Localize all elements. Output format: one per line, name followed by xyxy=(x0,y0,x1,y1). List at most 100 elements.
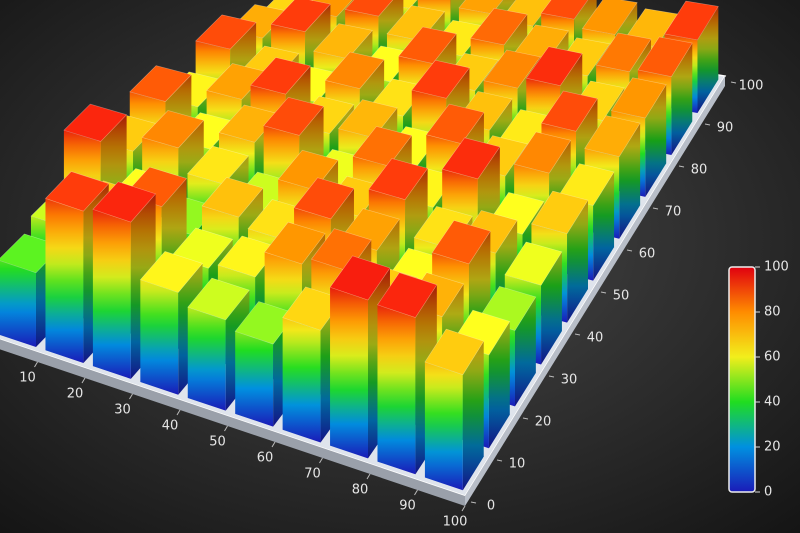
bar-top xyxy=(398,26,457,64)
bar-front xyxy=(377,304,416,475)
y-tick-label: 100 xyxy=(739,79,764,94)
colorbar-tick-label: 100 xyxy=(764,260,789,275)
bar-top xyxy=(540,0,589,20)
x-tick-label: 50 xyxy=(209,435,226,450)
bar-front xyxy=(0,260,36,348)
x-tick xyxy=(414,489,418,496)
colorbar-tick-label: 60 xyxy=(764,350,781,365)
x-tick xyxy=(224,425,228,432)
y-tick xyxy=(548,375,555,378)
bar-top xyxy=(470,7,528,46)
bar-top xyxy=(352,126,413,167)
colorbar-tick-label: 20 xyxy=(764,440,781,455)
x-tick xyxy=(81,377,86,384)
bar-top xyxy=(424,328,485,376)
bar-front xyxy=(140,279,179,395)
x-tick-label: 40 xyxy=(162,419,179,434)
bar-top xyxy=(368,158,429,201)
y-tick-label: 40 xyxy=(587,331,604,346)
bar-top xyxy=(92,181,157,223)
x-tick xyxy=(176,409,181,416)
x-tick-label: 70 xyxy=(304,467,321,482)
x-tick xyxy=(271,441,276,448)
bar-top xyxy=(425,103,485,145)
floor-edge xyxy=(465,76,725,506)
x-tick xyxy=(319,457,323,464)
x-tick xyxy=(366,473,371,480)
bar-top xyxy=(324,51,385,89)
bar-side xyxy=(619,123,641,239)
bar-top xyxy=(458,0,504,15)
x-tick-label: 100 xyxy=(443,515,468,530)
y-tick-label: 30 xyxy=(561,373,578,388)
bar-top xyxy=(595,32,652,73)
bar-top xyxy=(195,14,257,50)
bar-front xyxy=(45,198,84,363)
bar-front xyxy=(92,209,131,379)
y-tick-label: 90 xyxy=(717,121,734,136)
bar-front xyxy=(282,317,321,443)
bar-top xyxy=(187,277,250,321)
y-tick xyxy=(730,81,737,84)
bar-top xyxy=(329,255,391,301)
colorbar-tick-label: 0 xyxy=(764,485,772,500)
y-tick xyxy=(496,459,503,462)
bar-top xyxy=(483,49,541,89)
bar-top xyxy=(139,250,204,293)
y-tick xyxy=(652,207,659,210)
bar-top xyxy=(386,5,446,41)
x-tick-label: 30 xyxy=(114,403,131,418)
y-tick xyxy=(574,333,581,336)
bar-top xyxy=(129,65,192,102)
bar-top xyxy=(581,0,638,35)
bar-top xyxy=(377,272,438,318)
x-tick xyxy=(129,393,133,400)
bar-top xyxy=(249,57,312,95)
bar-top xyxy=(530,190,589,235)
bar-top xyxy=(525,46,583,86)
bar-top xyxy=(63,103,128,142)
bar-top xyxy=(313,23,373,60)
x-tick xyxy=(34,361,38,368)
bar-front xyxy=(330,287,368,459)
bar-front xyxy=(424,361,463,491)
bar-top xyxy=(610,77,667,119)
colorbar-tick-label: 80 xyxy=(764,305,781,320)
bar-side xyxy=(593,171,615,281)
x-tick xyxy=(461,505,466,512)
bar-top xyxy=(637,36,693,77)
bar xyxy=(139,250,204,395)
bar xyxy=(234,301,297,427)
floor-edge xyxy=(0,339,465,506)
bar-top xyxy=(141,110,205,149)
bar-top xyxy=(411,59,470,99)
bar-top xyxy=(263,96,325,136)
colorbar-tick-label: 40 xyxy=(764,395,781,410)
x-tick-label: 10 xyxy=(19,371,36,386)
bar-top xyxy=(293,177,355,220)
bar-front xyxy=(235,331,274,427)
bar-side xyxy=(488,321,510,449)
y-tick-label: 50 xyxy=(613,289,630,304)
bar xyxy=(424,328,485,491)
bar-top xyxy=(431,220,491,265)
bar-side xyxy=(567,200,588,323)
y-tick-label: 10 xyxy=(509,457,526,472)
bar xyxy=(329,255,391,459)
y-tick-label: 0 xyxy=(487,499,495,514)
bar-top xyxy=(344,0,394,17)
bar-top xyxy=(337,99,398,139)
bar-top xyxy=(186,145,250,185)
y-tick xyxy=(678,165,685,168)
bar-top xyxy=(44,171,110,212)
bar-side xyxy=(671,43,693,155)
x-tick-label: 60 xyxy=(257,451,274,466)
y-tick xyxy=(626,249,633,252)
x-tick-label: 80 xyxy=(352,483,369,498)
bar-top xyxy=(277,149,339,191)
bar-side xyxy=(645,84,667,197)
bar-top xyxy=(264,221,326,265)
bar-top xyxy=(540,90,598,132)
bar-top xyxy=(513,131,572,174)
